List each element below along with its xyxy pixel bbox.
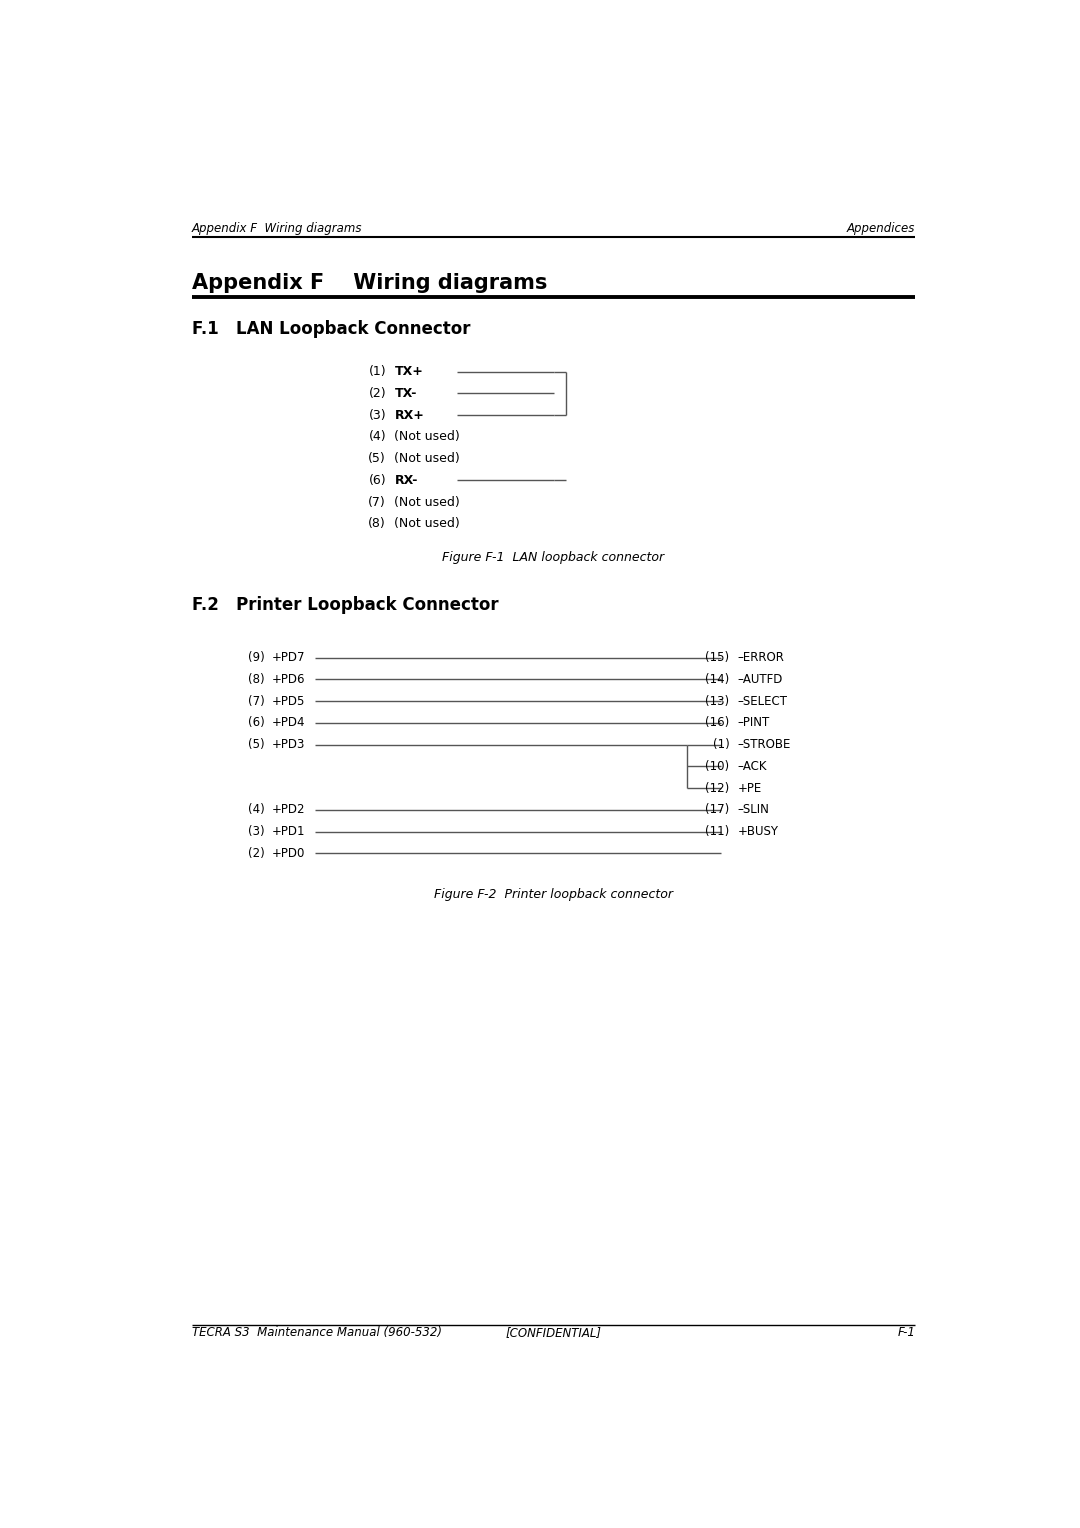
Text: [CONFIDENTIAL]: [CONFIDENTIAL] bbox=[505, 1326, 602, 1340]
Text: (8): (8) bbox=[368, 518, 387, 530]
Text: (5): (5) bbox=[248, 738, 265, 752]
Text: F.2   Printer Loopback Connector: F.2 Printer Loopback Connector bbox=[192, 596, 499, 614]
Text: (1): (1) bbox=[713, 738, 729, 752]
Text: (7): (7) bbox=[248, 695, 265, 707]
Text: TX-: TX- bbox=[394, 387, 417, 400]
Text: F.1   LAN Loopback Connector: F.1 LAN Loopback Connector bbox=[192, 321, 471, 338]
Text: –PINT: –PINT bbox=[738, 717, 770, 729]
Text: (Not used): (Not used) bbox=[394, 518, 460, 530]
Text: (12): (12) bbox=[705, 782, 729, 795]
Text: (4): (4) bbox=[248, 804, 265, 816]
Text: (6): (6) bbox=[368, 474, 387, 487]
Text: –SELECT: –SELECT bbox=[738, 695, 787, 707]
Text: +PD0: +PD0 bbox=[271, 847, 305, 860]
Text: (11): (11) bbox=[705, 825, 729, 839]
Text: (8): (8) bbox=[248, 672, 265, 686]
Text: Appendix F    Wiring diagrams: Appendix F Wiring diagrams bbox=[192, 274, 548, 293]
Text: (Not used): (Not used) bbox=[394, 495, 460, 509]
Text: (2): (2) bbox=[368, 387, 387, 400]
Text: (3): (3) bbox=[248, 825, 265, 839]
Text: (10): (10) bbox=[705, 759, 729, 773]
Text: (13): (13) bbox=[705, 695, 729, 707]
Text: RX-: RX- bbox=[394, 474, 418, 487]
Text: Figure F-1  LAN loopback connector: Figure F-1 LAN loopback connector bbox=[443, 552, 664, 564]
Text: (Not used): (Not used) bbox=[394, 452, 460, 465]
Text: Figure F-2  Printer loopback connector: Figure F-2 Printer loopback connector bbox=[434, 888, 673, 902]
Text: (14): (14) bbox=[705, 672, 729, 686]
Text: +PD5: +PD5 bbox=[271, 695, 305, 707]
Text: +BUSY: +BUSY bbox=[738, 825, 779, 839]
Text: –AUTFD: –AUTFD bbox=[738, 672, 783, 686]
Text: (Not used): (Not used) bbox=[394, 431, 460, 443]
Text: +PD4: +PD4 bbox=[271, 717, 305, 729]
Text: (4): (4) bbox=[368, 431, 387, 443]
Text: (15): (15) bbox=[705, 651, 729, 665]
Text: (3): (3) bbox=[368, 408, 387, 422]
Text: +PE: +PE bbox=[738, 782, 761, 795]
Text: –STROBE: –STROBE bbox=[738, 738, 791, 752]
Text: Appendices: Appendices bbox=[847, 222, 915, 235]
Text: (17): (17) bbox=[705, 804, 729, 816]
Text: (5): (5) bbox=[368, 452, 387, 465]
Text: –ACK: –ACK bbox=[738, 759, 767, 773]
Text: (16): (16) bbox=[705, 717, 729, 729]
Text: +PD6: +PD6 bbox=[271, 672, 305, 686]
Text: Appendix F  Wiring diagrams: Appendix F Wiring diagrams bbox=[192, 222, 363, 235]
Text: (7): (7) bbox=[368, 495, 387, 509]
Text: (9): (9) bbox=[248, 651, 265, 665]
Text: TECRA S3  Maintenance Manual (960-532): TECRA S3 Maintenance Manual (960-532) bbox=[192, 1326, 442, 1340]
Text: –ERROR: –ERROR bbox=[738, 651, 784, 665]
Text: (1): (1) bbox=[368, 365, 387, 377]
Text: +PD1: +PD1 bbox=[271, 825, 305, 839]
Text: (6): (6) bbox=[248, 717, 265, 729]
Text: +PD2: +PD2 bbox=[271, 804, 305, 816]
Text: –SLIN: –SLIN bbox=[738, 804, 770, 816]
Text: TX+: TX+ bbox=[394, 365, 423, 377]
Text: +PD7: +PD7 bbox=[271, 651, 305, 665]
Text: F-1: F-1 bbox=[897, 1326, 915, 1340]
Text: RX+: RX+ bbox=[394, 408, 424, 422]
Text: +PD3: +PD3 bbox=[271, 738, 305, 752]
Text: (2): (2) bbox=[248, 847, 265, 860]
